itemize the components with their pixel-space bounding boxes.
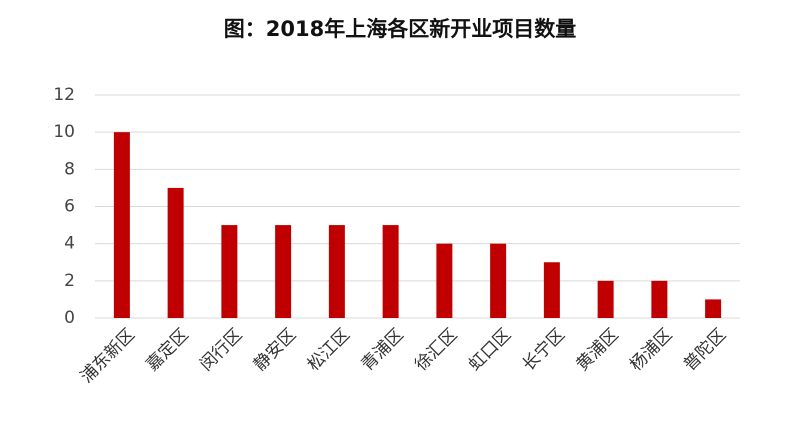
y-tick-label: 12	[53, 85, 75, 105]
bar	[167, 187, 184, 318]
x-tick-label: 虹口区	[465, 325, 515, 375]
x-tick-label: 浦东新区	[77, 325, 139, 387]
x-tick-label: 徐汇区	[411, 325, 461, 375]
bar	[543, 262, 560, 318]
bar	[597, 280, 614, 318]
y-tick-label: 8	[64, 159, 75, 179]
bar	[436, 243, 453, 318]
x-tick-label: 普陀区	[680, 325, 730, 375]
x-tick-label: 静安区	[250, 325, 300, 375]
bar	[221, 225, 238, 318]
x-tick-label: 杨浦区	[626, 325, 676, 375]
y-tick-label: 2	[64, 271, 75, 291]
y-tick-label: 4	[64, 234, 75, 254]
bar	[382, 225, 399, 318]
x-tick-label: 黄浦区	[572, 325, 622, 375]
bar	[490, 243, 507, 318]
x-tick-label: 嘉定区	[142, 325, 192, 375]
y-tick-label: 10	[53, 122, 75, 142]
x-tick-label: 长宁区	[519, 325, 569, 375]
bar	[113, 132, 130, 318]
y-tick-label: 0	[64, 308, 75, 328]
y-tick-label: 6	[64, 197, 75, 217]
bar	[275, 225, 292, 318]
bar	[651, 280, 668, 318]
x-tick-label: 闵行区	[196, 325, 246, 375]
bar	[705, 299, 722, 318]
x-tick-label: 松江区	[304, 325, 354, 375]
chart-title: 图：2018年上海各区新开业项目数量	[224, 17, 576, 41]
bar	[328, 225, 345, 318]
x-tick-label: 青浦区	[357, 325, 407, 375]
